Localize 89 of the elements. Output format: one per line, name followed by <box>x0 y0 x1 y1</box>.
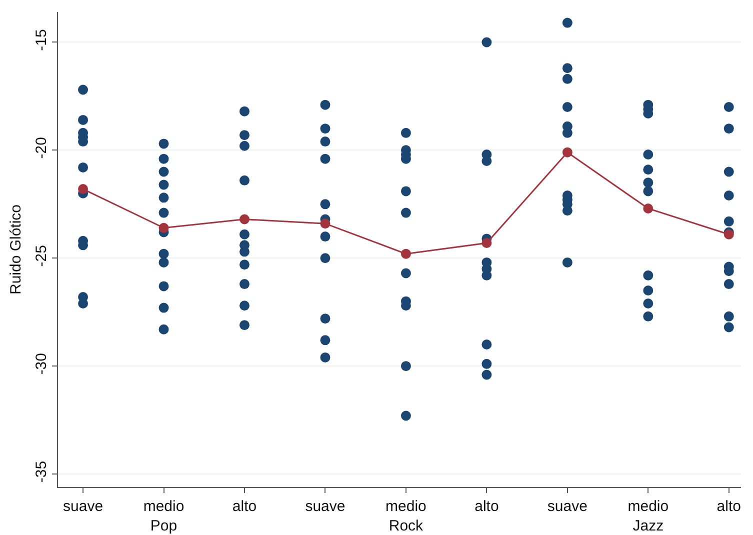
point <box>643 298 654 308</box>
point <box>562 102 572 112</box>
point <box>724 124 734 134</box>
point <box>239 229 250 240</box>
x-tick-label: medio Rock <box>386 498 426 534</box>
point <box>724 216 734 226</box>
point <box>158 208 169 218</box>
x-tick-label: medio Pop <box>143 498 184 534</box>
point <box>724 190 734 201</box>
point <box>400 268 411 278</box>
point <box>482 340 492 350</box>
point <box>643 164 654 175</box>
point <box>239 140 250 151</box>
point <box>562 18 572 28</box>
point <box>320 335 330 346</box>
point <box>239 279 250 290</box>
point <box>320 218 330 229</box>
x-tick-label: alto <box>474 498 499 515</box>
y-tick-label: -25 <box>33 245 50 267</box>
point <box>158 180 169 190</box>
point <box>158 138 169 149</box>
point <box>78 162 88 172</box>
point <box>78 184 88 194</box>
point <box>724 166 734 177</box>
x-tick-label: suave <box>63 498 104 515</box>
point <box>158 324 169 334</box>
point <box>724 279 734 290</box>
point <box>482 238 492 248</box>
point <box>320 352 330 362</box>
x-tick-label: alto <box>716 498 741 515</box>
point <box>239 130 250 140</box>
point <box>158 257 169 268</box>
x-tick-label: suave <box>547 498 588 515</box>
point <box>158 222 169 233</box>
point <box>562 206 572 216</box>
point <box>239 246 250 257</box>
point <box>158 248 169 259</box>
point <box>643 150 654 160</box>
point <box>239 175 250 186</box>
point <box>643 203 654 214</box>
point <box>239 106 250 116</box>
point <box>158 166 169 177</box>
point <box>400 410 411 421</box>
x-tick-label: medio Jazz <box>628 498 669 534</box>
point <box>239 300 250 311</box>
point <box>320 314 330 324</box>
point <box>562 63 572 74</box>
point <box>482 37 492 48</box>
point <box>320 232 330 242</box>
y-tick-label: -35 <box>33 460 50 483</box>
y-axis-title: Ruido Glótico <box>7 204 24 295</box>
point <box>158 302 169 313</box>
x-tick-label: alto <box>232 498 257 515</box>
x-tick-label: suave <box>305 498 346 515</box>
point <box>78 114 88 125</box>
point <box>320 124 330 134</box>
point <box>562 147 572 158</box>
point <box>562 74 572 84</box>
point <box>400 361 411 372</box>
point <box>643 186 654 196</box>
point <box>400 208 411 218</box>
point <box>158 154 169 164</box>
point <box>320 199 330 210</box>
point <box>320 100 330 110</box>
point <box>239 214 250 224</box>
point <box>482 370 492 380</box>
point <box>400 186 411 196</box>
point <box>320 253 330 264</box>
point <box>320 154 330 164</box>
point <box>643 178 654 188</box>
y-tick-label: -20 <box>33 137 50 159</box>
point <box>724 322 734 332</box>
point <box>400 128 411 138</box>
point <box>643 311 654 322</box>
point <box>239 260 250 270</box>
point <box>158 281 169 292</box>
point <box>78 84 88 95</box>
point <box>562 257 572 268</box>
point <box>239 320 250 330</box>
point <box>320 136 330 147</box>
point <box>724 102 734 112</box>
y-tick-label: -30 <box>33 352 50 375</box>
point <box>643 270 654 280</box>
point <box>158 192 169 203</box>
point <box>724 311 734 322</box>
point <box>400 248 411 259</box>
point <box>643 286 654 296</box>
y-tick-label: -15 <box>33 29 50 51</box>
point <box>482 358 492 369</box>
